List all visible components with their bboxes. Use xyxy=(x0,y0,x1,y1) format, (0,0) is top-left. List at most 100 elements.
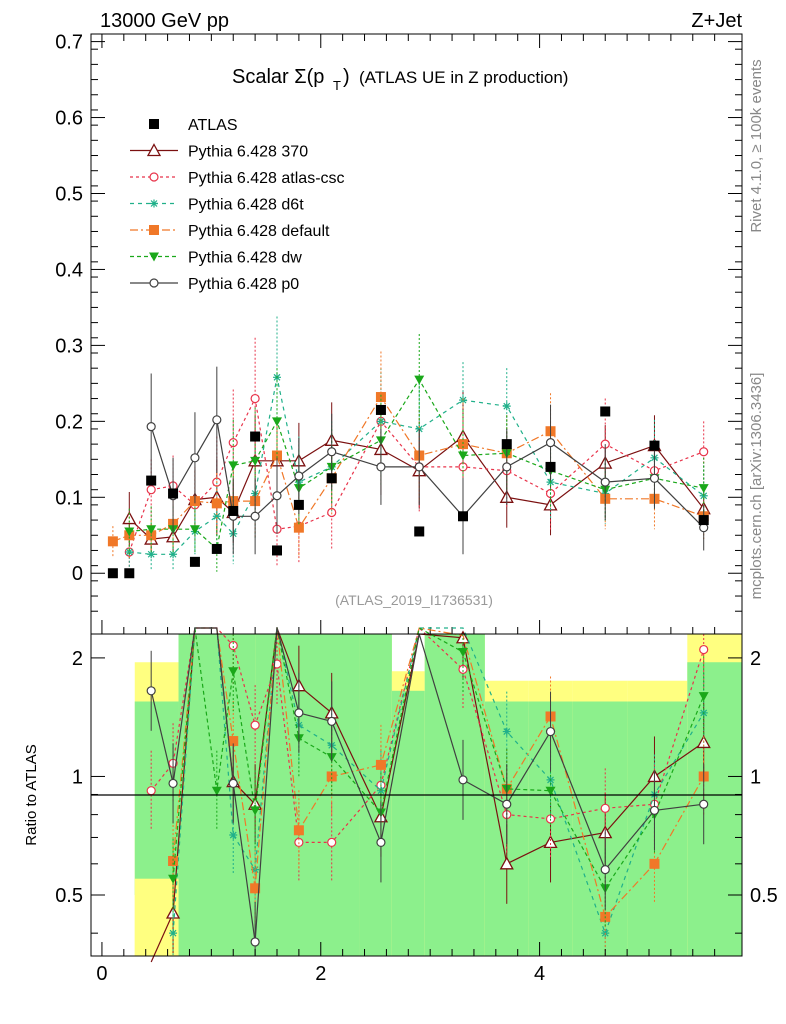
main-point xyxy=(293,499,304,510)
ratio-point xyxy=(250,806,261,816)
header-left: 13000 GeV pp xyxy=(100,10,229,32)
main-point xyxy=(147,550,156,559)
main-point xyxy=(212,415,222,425)
ratio-point xyxy=(146,786,156,796)
legend-label: Pythia 6.428 default xyxy=(188,223,330,240)
main-point xyxy=(458,439,468,450)
main-point xyxy=(294,471,304,481)
main-point xyxy=(600,406,611,417)
ratio-point xyxy=(375,759,386,770)
plot-title-subscript: T xyxy=(333,78,341,93)
main-y-tick-label: 0.4 xyxy=(55,259,83,281)
ratio-point xyxy=(228,667,239,677)
ratio-x-tick-label: 4 xyxy=(534,963,545,985)
side-label-bottom: mcplots.cern.ch [arXiv:1306.3436] xyxy=(748,373,765,600)
legend-label: Pythia 6.428 370 xyxy=(188,144,308,161)
legend-marker xyxy=(146,143,162,157)
ratio-point xyxy=(699,644,709,655)
main-point xyxy=(189,556,200,567)
ratio-series-line xyxy=(172,627,705,890)
plot-title-close: ) xyxy=(343,66,350,88)
main-point xyxy=(414,526,425,537)
main-plot-data xyxy=(107,316,711,579)
main-point xyxy=(250,393,260,404)
main-y-tick-label: 0.1 xyxy=(55,487,83,509)
main-point xyxy=(146,475,157,486)
ratio-point xyxy=(327,837,337,848)
ratio-point xyxy=(649,858,660,869)
main-point xyxy=(600,477,610,487)
ratio-plot-frame xyxy=(90,633,743,957)
legend-label: Pythia 6.428 p0 xyxy=(188,276,299,293)
main-point xyxy=(250,511,260,521)
main-y-tick-label: 0.3 xyxy=(55,335,83,357)
ratio-point xyxy=(545,786,556,796)
main-point xyxy=(228,505,239,516)
main-point xyxy=(458,451,468,461)
ratio-point xyxy=(600,803,610,813)
ratio-plot-y-axis: 0.5 0.5 1 1 2 2 xyxy=(55,648,778,934)
main-point xyxy=(458,511,468,522)
main-y-tick-label: 0.7 xyxy=(55,32,83,54)
main-point xyxy=(501,439,512,450)
legend-label: ATLAS xyxy=(188,117,238,134)
ratio-plot-data xyxy=(146,626,711,963)
legend-entry: Pythia 6.428 default xyxy=(130,223,330,240)
main-point xyxy=(698,484,709,494)
ratio-point xyxy=(229,831,238,840)
legend: ATLAS Pythia 6.428 370 Pythia 6.428 atlas-… xyxy=(130,117,345,293)
main-y-tick-label: 0 xyxy=(72,563,83,585)
ratio-point xyxy=(294,708,304,718)
main-point xyxy=(190,453,200,463)
main-point xyxy=(375,404,386,415)
main-point xyxy=(649,440,660,451)
ratio-series-pythia-6-428-p0 xyxy=(146,627,709,956)
ratio-y-tick-label: 0.5 xyxy=(55,885,83,907)
main-point xyxy=(327,447,337,457)
legend-marker xyxy=(149,172,159,182)
ratio-y-tick-label-right: 1 xyxy=(750,766,761,788)
ratio-point xyxy=(326,771,337,782)
ratio-point xyxy=(502,727,511,736)
ratio-point xyxy=(458,648,468,658)
ratio-plot-x-axis: 0 2 4 xyxy=(96,942,716,985)
legend-entry: Pythia 6.428 atlas-csc xyxy=(130,170,345,187)
main-point xyxy=(228,461,239,471)
main-point xyxy=(228,438,238,448)
main-point xyxy=(545,461,556,472)
legend-marker xyxy=(150,199,158,208)
main-point xyxy=(414,375,425,385)
main-point xyxy=(146,525,157,535)
main-point xyxy=(107,536,118,547)
main-point xyxy=(502,402,511,411)
ratio-point xyxy=(211,786,222,796)
ratio-point xyxy=(168,874,179,884)
main-point xyxy=(272,545,282,556)
main-point xyxy=(168,488,179,499)
ratio-point xyxy=(327,716,337,726)
main-point xyxy=(250,431,261,442)
ratio-plot-panel: 0.5 0.5 1 1 2 2 0 2 4 Ratio to ATLAS xyxy=(23,626,778,985)
ratio-band-green xyxy=(687,662,742,956)
legend-marker xyxy=(149,119,159,129)
legend-label: Pythia 6.428 atlas-csc xyxy=(188,170,345,187)
ratio-band-green xyxy=(627,701,688,956)
ratio-point xyxy=(293,825,304,836)
main-point xyxy=(250,456,261,466)
ratio-y-label: Ratio to ATLAS xyxy=(23,744,40,845)
header-right: Z+Jet xyxy=(691,10,742,32)
legend-marker xyxy=(149,252,159,262)
main-point xyxy=(124,527,135,537)
ratio-y-tick-label: 2 xyxy=(72,648,83,670)
main-point xyxy=(649,473,660,483)
ratio-y-tick-label: 1 xyxy=(72,766,83,788)
ratio-point xyxy=(250,883,261,894)
main-point xyxy=(698,515,709,526)
main-point xyxy=(272,491,282,501)
ratio-series-line xyxy=(172,627,705,919)
side-label-top: Rivet 4.1.0, ≥ 100k events xyxy=(748,59,765,232)
ratio-band-green xyxy=(391,690,425,956)
main-point xyxy=(699,447,709,457)
ratio-point xyxy=(228,778,238,789)
main-point xyxy=(545,438,556,448)
